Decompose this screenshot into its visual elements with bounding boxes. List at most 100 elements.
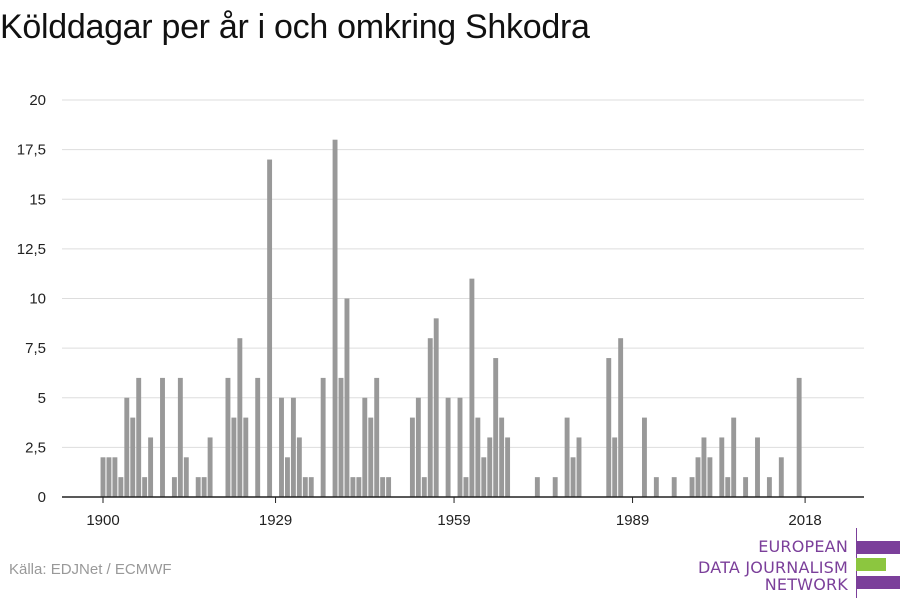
bar [177, 377, 183, 497]
logo-line-1: EUROPEAN [758, 537, 848, 556]
logo-bar-middle [856, 558, 886, 571]
chart-title: Kölddagar per år i och omkring Shkodra [0, 8, 590, 46]
bar [606, 358, 612, 497]
bar [362, 397, 368, 497]
bar [725, 477, 731, 497]
bar [100, 457, 106, 497]
x-tick-label: 1959 [437, 512, 470, 529]
bar [350, 477, 356, 497]
bar [148, 437, 154, 497]
logo-line-3: NETWORK [764, 575, 848, 594]
bar [106, 457, 112, 497]
bar [534, 477, 540, 497]
bar [207, 437, 213, 497]
x-tick-label: 1929 [259, 512, 292, 529]
bar [160, 377, 165, 497]
bar [463, 477, 469, 497]
bar [796, 377, 802, 497]
source-note: Källa: EDJNet / ECMWF [9, 561, 172, 578]
bar [552, 477, 558, 497]
y-tick-label: 20 [29, 92, 46, 109]
bar [475, 417, 481, 497]
bar [707, 457, 713, 497]
bar [356, 477, 362, 497]
bar [427, 338, 433, 497]
bar [487, 437, 493, 497]
bar [142, 477, 148, 497]
y-tick-label: 15 [29, 191, 46, 208]
bar [302, 477, 308, 497]
bar [576, 437, 582, 497]
bar [469, 278, 475, 497]
bar [457, 397, 463, 497]
bar [255, 377, 261, 497]
bar [755, 437, 760, 497]
bar [386, 477, 392, 497]
x-tick-label: 1989 [616, 512, 649, 529]
bar [766, 477, 772, 497]
bar [368, 417, 374, 497]
y-tick-label: 2,5 [25, 439, 46, 456]
y-tick-label: 12,5 [17, 241, 46, 258]
bar [445, 397, 451, 497]
bar [237, 338, 243, 497]
logo-bar-top [856, 541, 900, 554]
bar [695, 457, 701, 497]
bar [415, 397, 421, 497]
bar [267, 159, 273, 498]
bar [618, 338, 624, 497]
bar [778, 457, 784, 497]
edjnet-logo: EUROPEAN DATA JOURNALISM NETWORK [698, 528, 900, 598]
bar [671, 477, 677, 497]
bar [243, 417, 249, 497]
bar [409, 417, 415, 497]
bar [285, 457, 290, 497]
bar [421, 477, 427, 497]
bar [505, 437, 511, 497]
bar [499, 417, 505, 497]
y-tick-label: 17,5 [17, 142, 46, 159]
bar [332, 139, 338, 497]
bar [290, 397, 296, 497]
bar [231, 417, 237, 497]
bar [344, 298, 350, 497]
bar [130, 417, 136, 497]
bar [320, 377, 326, 497]
bar [612, 437, 618, 497]
bar [570, 457, 576, 497]
bar [195, 477, 201, 497]
bar [493, 358, 499, 497]
bar [731, 417, 737, 497]
bar [701, 437, 707, 497]
bar [112, 457, 118, 497]
bar [171, 477, 177, 497]
y-tick-label: 0 [38, 489, 46, 506]
y-tick-label: 10 [29, 291, 46, 308]
x-tick-label: 2018 [788, 512, 821, 529]
bar [296, 437, 302, 497]
bar [374, 377, 380, 497]
bar [719, 437, 725, 497]
logo-bar-bottom [856, 576, 900, 589]
bar [279, 397, 284, 497]
bar [433, 318, 439, 497]
x-tick-label: 1900 [86, 512, 119, 529]
bar [308, 477, 314, 497]
bar [225, 377, 231, 497]
bar [338, 377, 344, 497]
bar [743, 477, 749, 497]
y-tick-label: 5 [38, 390, 46, 407]
bar [380, 477, 386, 497]
bar [183, 457, 189, 497]
bar [124, 397, 130, 497]
bar [481, 457, 487, 497]
bar [653, 477, 659, 497]
logo-line-2: DATA JOURNALISM [698, 558, 848, 577]
y-tick-label: 7,5 [25, 340, 46, 357]
bar [136, 377, 142, 497]
bar [689, 477, 695, 497]
bar [642, 417, 647, 497]
bar [201, 477, 207, 497]
bar [564, 417, 570, 497]
